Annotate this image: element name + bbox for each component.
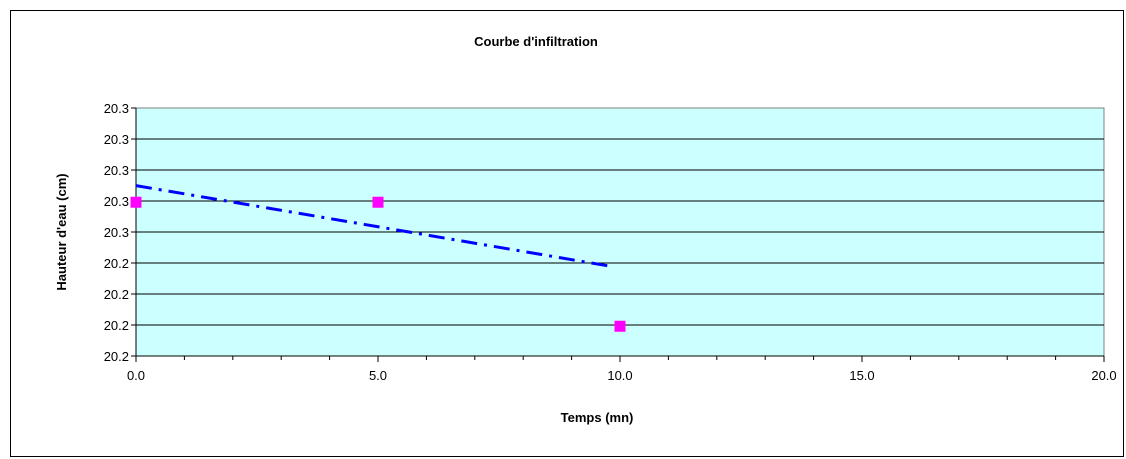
y-tick-label: 20.2: [104, 349, 129, 364]
x-tick-label: 20.0: [1091, 368, 1116, 383]
trendline: [135, 184, 611, 268]
x-axis-tick-labels: 0.0 5.0 10.0 15.0 20.0: [127, 368, 1117, 383]
y-tick-label: 20.3: [104, 225, 129, 240]
y-tick-label: 20.2: [104, 318, 129, 333]
y-tick-label: 20.3: [104, 194, 129, 209]
y-tick-label: 20.3: [104, 132, 129, 147]
x-tick-label: 0.0: [127, 368, 145, 383]
data-point: [372, 196, 384, 208]
x-tick-label: 15.0: [849, 368, 874, 383]
y-axis-tick-labels: 20.2 20.2 20.2 20.2 20.3 20.3 20.3 20.3 20.3: [104, 101, 129, 364]
x-tick-label: 10.0: [607, 368, 632, 383]
y-tick-label: 20.3: [104, 101, 129, 116]
y-axis-title: Hauteur d'eau (cm): [54, 173, 69, 290]
chart-title: Courbe d'infiltration: [474, 34, 598, 49]
data-point: [130, 196, 142, 208]
data-points: [130, 196, 626, 332]
x-tick-label: 5.0: [369, 368, 387, 383]
data-point: [614, 320, 626, 332]
trendline-group: [135, 184, 611, 268]
y-tick-label: 20.3: [104, 163, 129, 178]
x-axis-ticks: [135, 356, 1105, 362]
y-tick-label: 20.2: [104, 287, 129, 302]
x-axis-title: Temps (mn): [561, 410, 634, 425]
y-tick-label: 20.2: [104, 256, 129, 271]
